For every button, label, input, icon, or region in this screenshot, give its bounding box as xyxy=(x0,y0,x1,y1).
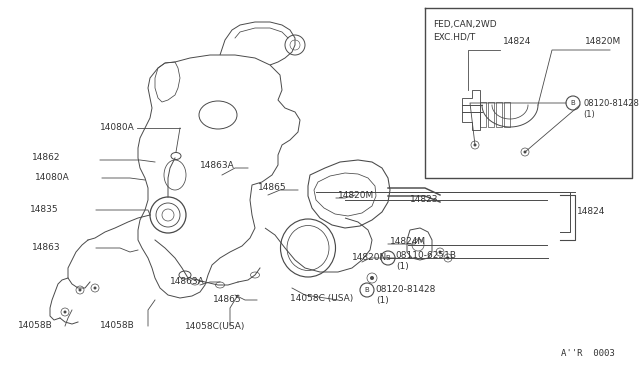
Bar xyxy=(504,102,510,127)
Circle shape xyxy=(524,151,527,154)
Text: 14863A: 14863A xyxy=(200,160,235,170)
Bar xyxy=(488,102,494,127)
Text: 14824M: 14824M xyxy=(390,237,426,247)
Circle shape xyxy=(63,311,67,314)
Text: B: B xyxy=(365,287,369,293)
Text: 14863: 14863 xyxy=(32,244,61,253)
Text: 14058B: 14058B xyxy=(100,321,135,330)
Text: 08120-81428: 08120-81428 xyxy=(375,285,435,294)
Text: 14080A: 14080A xyxy=(35,173,70,183)
Text: B: B xyxy=(386,255,390,261)
Text: 14824: 14824 xyxy=(577,208,605,217)
Text: 14080A: 14080A xyxy=(100,124,135,132)
Text: 14865: 14865 xyxy=(258,183,287,192)
Text: 14823: 14823 xyxy=(410,196,438,205)
Text: EXC.HD/T: EXC.HD/T xyxy=(433,32,476,41)
Circle shape xyxy=(438,250,442,253)
Text: (1): (1) xyxy=(583,109,595,119)
Text: 08120-81428: 08120-81428 xyxy=(583,99,639,108)
Text: 14058C(USA): 14058C(USA) xyxy=(185,321,245,330)
Text: 14863A: 14863A xyxy=(170,278,205,286)
Text: 14820M: 14820M xyxy=(338,192,374,201)
Circle shape xyxy=(370,276,374,280)
Text: 14058C (USA): 14058C (USA) xyxy=(290,294,353,302)
Text: (1): (1) xyxy=(396,262,409,270)
Text: A''R  0003: A''R 0003 xyxy=(561,349,615,358)
Bar xyxy=(480,102,486,127)
Text: B: B xyxy=(571,100,575,106)
Text: 14820M: 14820M xyxy=(585,37,621,46)
Circle shape xyxy=(474,144,477,147)
Text: 08110-6251B: 08110-6251B xyxy=(395,250,456,260)
Text: FED,CAN,2WD: FED,CAN,2WD xyxy=(433,20,497,29)
Text: 14835: 14835 xyxy=(30,205,59,215)
Circle shape xyxy=(79,289,81,292)
Circle shape xyxy=(447,257,449,260)
Text: 14862: 14862 xyxy=(32,154,61,163)
Circle shape xyxy=(93,286,97,289)
Text: 14865: 14865 xyxy=(213,295,242,305)
Text: 14058B: 14058B xyxy=(18,321,52,330)
Bar xyxy=(496,102,502,127)
Text: 14820N: 14820N xyxy=(352,253,387,263)
Text: (1): (1) xyxy=(376,295,388,305)
Text: 14824: 14824 xyxy=(503,37,531,46)
